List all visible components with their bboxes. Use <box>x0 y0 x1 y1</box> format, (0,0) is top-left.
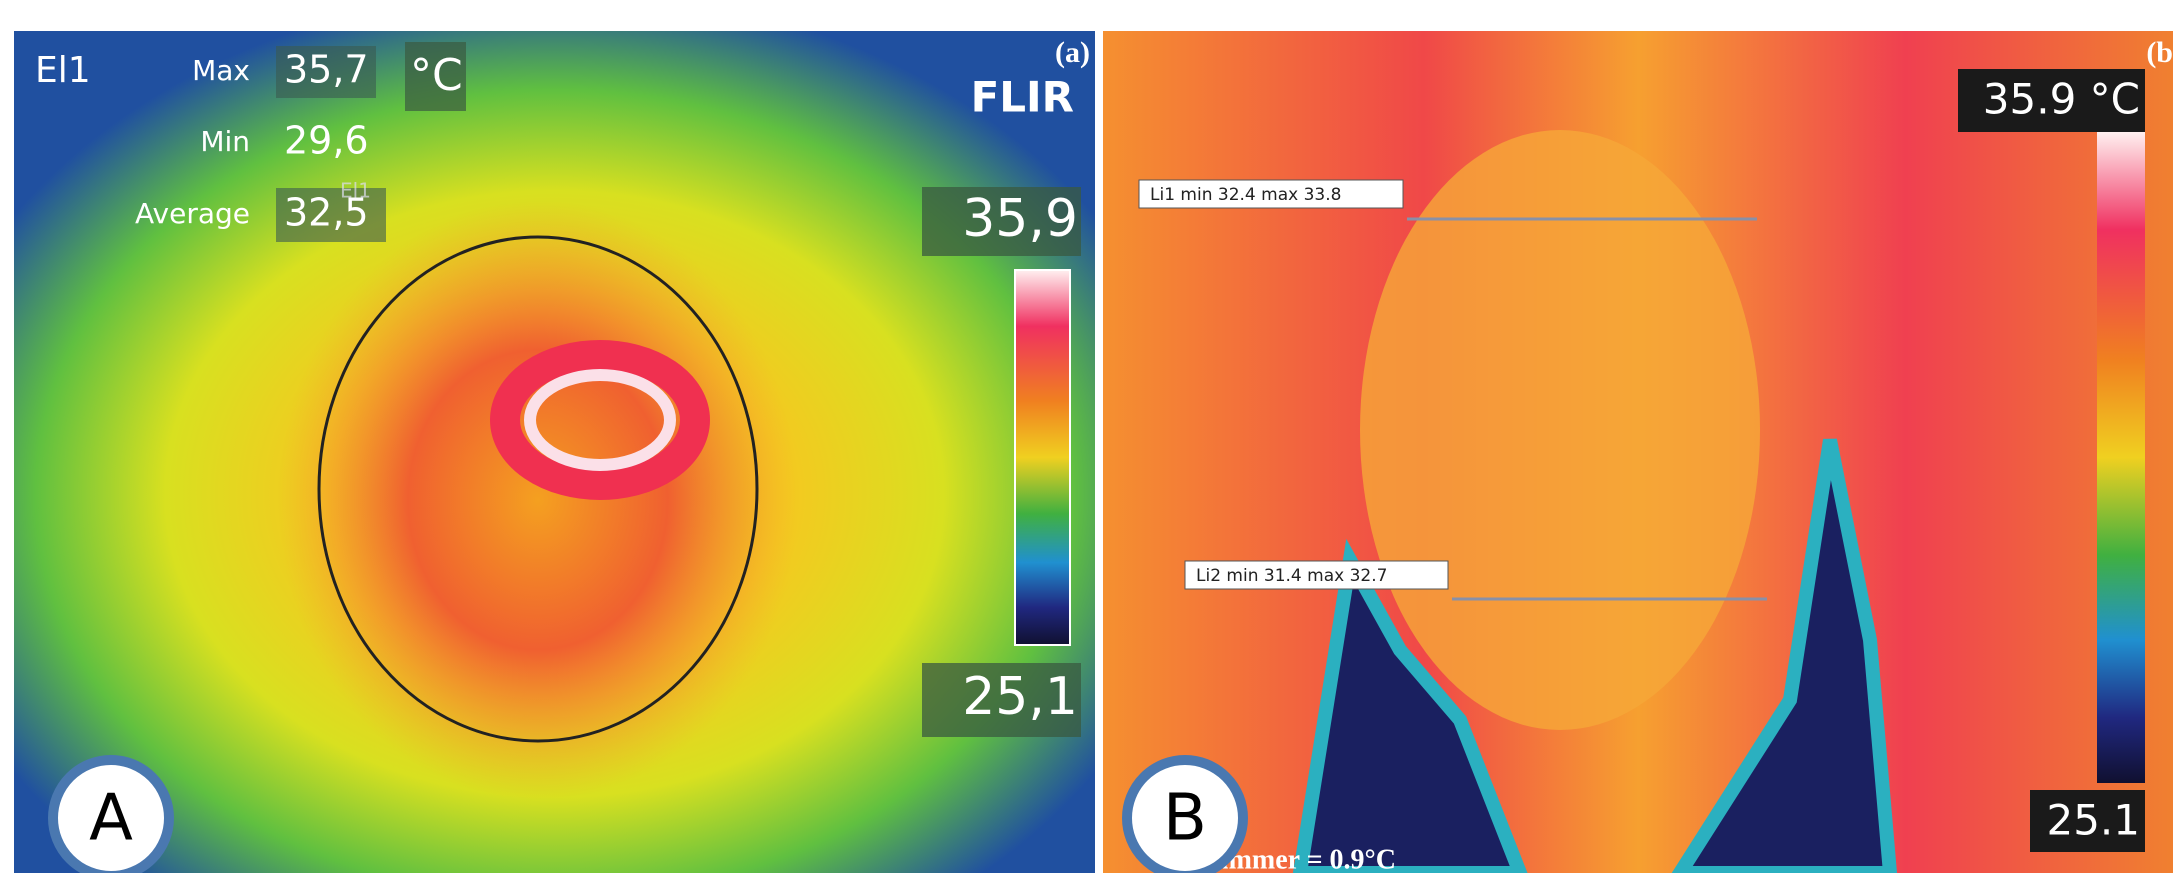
stat-label: Average <box>135 197 250 230</box>
scale-min: 25,1 <box>962 667 1078 727</box>
panel-label: B <box>1163 782 1207 856</box>
stat-label: Max <box>192 54 250 87</box>
color-scale <box>2097 132 2145 783</box>
line-label: Li1 min 32.4 max 33.8 <box>1150 185 1341 205</box>
unit: °C <box>410 50 463 101</box>
stat-value: 35,7 <box>284 48 369 92</box>
corner-label: (a) <box>1055 36 1090 69</box>
line-label: Li2 min 31.4 max 32.7 <box>1196 566 1387 586</box>
caption: ummer = 0.9°C <box>1213 844 1396 873</box>
figure: El1 Max 35,7 °C Min 29,6 Average 32,5 El… <box>0 0 2173 873</box>
region-label: El1 <box>35 50 91 91</box>
heat-region <box>278 200 798 800</box>
scale-max: 35,9 <box>962 189 1078 249</box>
panel-b: Li1 min 32.4 max 33.8 Li2 min 31.4 max 3… <box>1103 31 2173 873</box>
stat-value: 29,6 <box>284 119 369 163</box>
color-scale <box>1015 270 1070 645</box>
panel-label: A <box>89 782 133 856</box>
scale-max: 35.9 °C <box>1983 75 2140 124</box>
panel-a: El1 Max 35,7 °C Min 29,6 Average 32,5 El… <box>14 31 1095 873</box>
stat-label: Min <box>200 125 250 158</box>
scale-min: 25.1 <box>2046 796 2140 845</box>
region-overlay: El1 <box>340 179 371 203</box>
logo: FLIR <box>971 73 1074 122</box>
corner-label: (b <box>2146 36 2173 69</box>
